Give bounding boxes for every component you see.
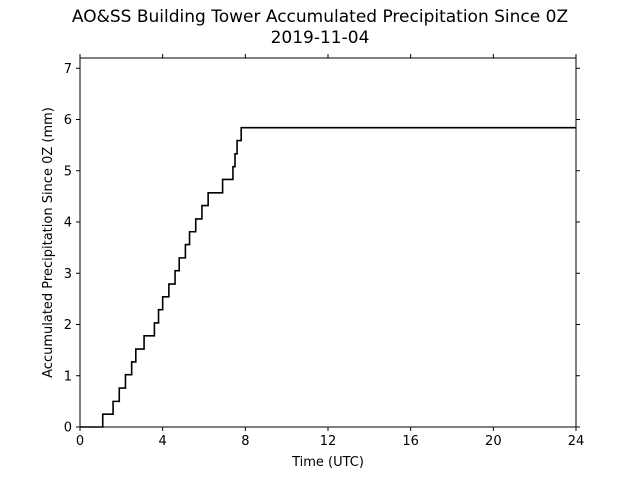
y-tick-label: 0 (64, 421, 72, 436)
y-tick-label: 6 (64, 113, 72, 128)
x-tick-label: 0 (76, 434, 84, 449)
y-tick-label: 4 (64, 216, 72, 231)
y-tick-label: 1 (64, 369, 72, 384)
y-tick-label: 3 (64, 267, 72, 282)
chart-subtitle-date: 2019-11-04 (270, 28, 370, 48)
accumulated-precipitation-line (80, 126, 576, 428)
x-tick-label: 8 (241, 434, 249, 449)
x-tick-label: 16 (402, 434, 419, 449)
y-axis-label: Accumulated Precipitation Since 0Z (mm) (41, 107, 56, 378)
axis-ticks (76, 54, 580, 431)
plot-frame (79, 57, 577, 428)
y-tick-label: 2 (64, 318, 72, 333)
x-axis-label: Time (UTC) (291, 455, 364, 470)
y-tick-label: 7 (64, 62, 72, 77)
x-tick-label: 12 (320, 434, 337, 449)
x-tick-label: 20 (485, 434, 502, 449)
x-tick-label: 24 (568, 434, 585, 449)
y-tick-label: 5 (64, 164, 72, 179)
chart-title: AO&SS Building Tower Accumulated Precipi… (71, 7, 569, 27)
x-tick-label: 4 (159, 434, 167, 449)
